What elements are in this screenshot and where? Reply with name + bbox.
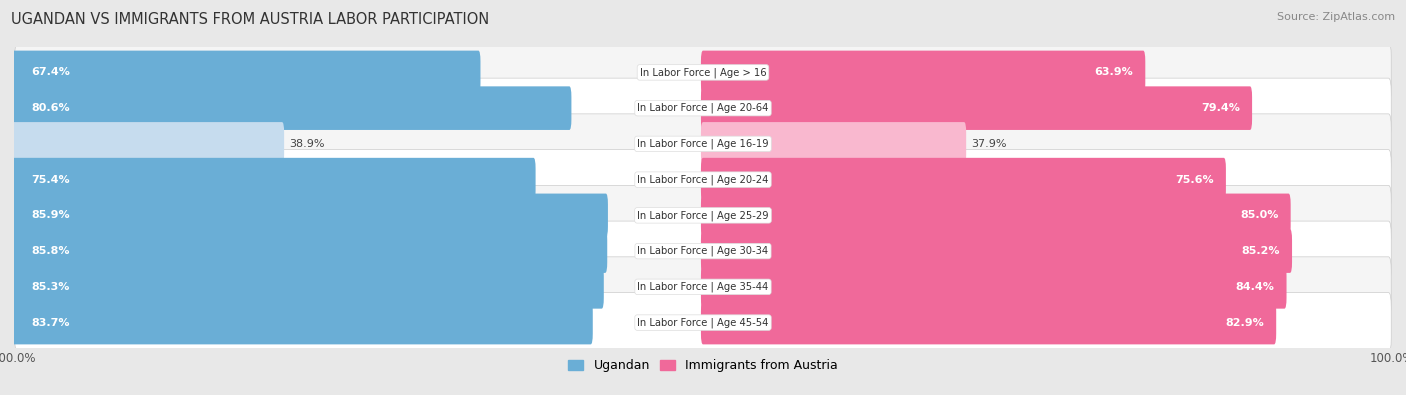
Text: 85.9%: 85.9%	[31, 211, 70, 220]
Text: In Labor Force | Age 25-29: In Labor Force | Age 25-29	[637, 210, 769, 221]
FancyBboxPatch shape	[13, 301, 593, 344]
FancyBboxPatch shape	[702, 265, 1286, 308]
FancyBboxPatch shape	[702, 122, 966, 166]
Text: In Labor Force | Age 16-19: In Labor Force | Age 16-19	[637, 139, 769, 149]
Text: 82.9%: 82.9%	[1225, 318, 1264, 327]
FancyBboxPatch shape	[14, 185, 1392, 245]
Legend: Ugandan, Immigrants from Austria: Ugandan, Immigrants from Austria	[564, 354, 842, 377]
Text: In Labor Force | Age 30-34: In Labor Force | Age 30-34	[637, 246, 769, 256]
Text: In Labor Force | Age 45-54: In Labor Force | Age 45-54	[637, 317, 769, 328]
FancyBboxPatch shape	[702, 158, 1226, 201]
FancyBboxPatch shape	[14, 150, 1392, 210]
FancyBboxPatch shape	[702, 51, 1146, 94]
Text: In Labor Force | Age 35-44: In Labor Force | Age 35-44	[637, 282, 769, 292]
Text: 37.9%: 37.9%	[972, 139, 1007, 149]
FancyBboxPatch shape	[14, 42, 1392, 102]
FancyBboxPatch shape	[14, 78, 1392, 138]
Text: 75.4%: 75.4%	[31, 175, 70, 184]
Text: 75.6%: 75.6%	[1175, 175, 1213, 184]
Text: 84.4%: 84.4%	[1236, 282, 1274, 292]
Text: 85.8%: 85.8%	[31, 246, 70, 256]
FancyBboxPatch shape	[13, 194, 607, 237]
Text: 85.0%: 85.0%	[1240, 211, 1278, 220]
FancyBboxPatch shape	[14, 293, 1392, 353]
FancyBboxPatch shape	[702, 301, 1277, 344]
Text: UGANDAN VS IMMIGRANTS FROM AUSTRIA LABOR PARTICIPATION: UGANDAN VS IMMIGRANTS FROM AUSTRIA LABOR…	[11, 12, 489, 27]
Text: 38.9%: 38.9%	[290, 139, 325, 149]
FancyBboxPatch shape	[13, 158, 536, 201]
FancyBboxPatch shape	[14, 221, 1392, 281]
Text: In Labor Force | Age 20-24: In Labor Force | Age 20-24	[637, 174, 769, 185]
Text: 85.2%: 85.2%	[1241, 246, 1279, 256]
FancyBboxPatch shape	[13, 87, 571, 130]
FancyBboxPatch shape	[14, 114, 1392, 174]
FancyBboxPatch shape	[13, 51, 481, 94]
Text: In Labor Force | Age 20-64: In Labor Force | Age 20-64	[637, 103, 769, 113]
FancyBboxPatch shape	[13, 122, 284, 166]
Text: 83.7%: 83.7%	[31, 318, 70, 327]
Text: 85.3%: 85.3%	[31, 282, 70, 292]
FancyBboxPatch shape	[702, 194, 1291, 237]
FancyBboxPatch shape	[14, 257, 1392, 317]
Text: 63.9%: 63.9%	[1094, 68, 1133, 77]
Text: 67.4%: 67.4%	[31, 68, 70, 77]
FancyBboxPatch shape	[13, 229, 607, 273]
Text: 79.4%: 79.4%	[1201, 103, 1240, 113]
FancyBboxPatch shape	[702, 87, 1253, 130]
Text: 80.6%: 80.6%	[31, 103, 70, 113]
FancyBboxPatch shape	[13, 265, 603, 308]
Text: In Labor Force | Age > 16: In Labor Force | Age > 16	[640, 67, 766, 78]
Text: Source: ZipAtlas.com: Source: ZipAtlas.com	[1277, 12, 1395, 22]
FancyBboxPatch shape	[702, 229, 1292, 273]
